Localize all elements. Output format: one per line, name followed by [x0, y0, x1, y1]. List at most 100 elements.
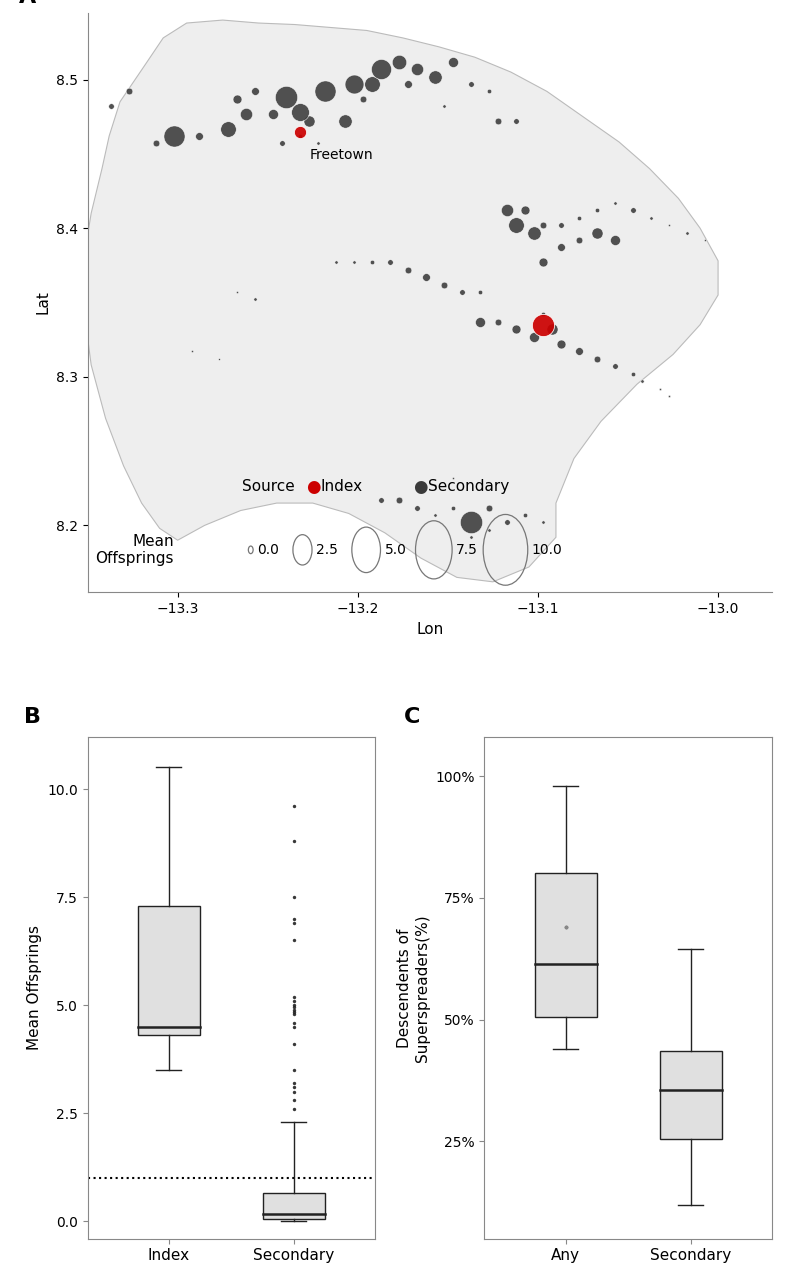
Point: [465, 527, 478, 547]
Point: [609, 192, 622, 212]
Point: [193, 126, 205, 147]
Point: [222, 119, 235, 139]
Bar: [660, 1052, 722, 1139]
Point: [663, 215, 676, 235]
Point: [609, 356, 622, 377]
Point: [447, 468, 459, 488]
Point: [537, 215, 550, 235]
Polygon shape: [84, 20, 718, 581]
Point: [287, 1060, 300, 1081]
Point: [492, 111, 505, 131]
Point: [366, 73, 379, 94]
Point: [465, 73, 478, 94]
Point: [537, 305, 550, 325]
Point: [375, 59, 388, 80]
Point: [483, 81, 496, 101]
Point: [287, 1012, 300, 1033]
Point: [429, 504, 442, 525]
Point: [279, 87, 292, 107]
Point: [560, 916, 572, 937]
Y-axis label: Mean Offsprings: Mean Offsprings: [26, 925, 41, 1050]
Bar: [534, 873, 597, 1018]
Point: [645, 207, 657, 228]
Point: [287, 1016, 300, 1036]
Text: Mean
Offsprings: Mean Offsprings: [96, 533, 174, 566]
Point: [287, 1034, 300, 1054]
Point: [287, 1004, 300, 1024]
Point: [627, 364, 640, 384]
Point: [287, 995, 300, 1015]
Point: [267, 104, 279, 124]
Text: 10.0: 10.0: [532, 542, 563, 557]
Point: [438, 96, 451, 116]
Point: [501, 512, 513, 532]
Point: [275, 133, 288, 153]
Point: [438, 274, 451, 295]
Point: [560, 916, 572, 937]
Point: [528, 326, 540, 346]
Point: [573, 230, 586, 250]
Text: 5.0: 5.0: [384, 542, 406, 557]
Y-axis label: Descendents of
Superspreaders(%): Descendents of Superspreaders(%): [397, 914, 430, 1062]
Point: [287, 1073, 300, 1093]
Text: Source: Source: [242, 479, 295, 494]
Point: [375, 490, 388, 511]
Point: [231, 282, 244, 302]
Point: [501, 200, 513, 220]
Point: [573, 207, 586, 228]
Point: [555, 334, 568, 354]
Bar: [263, 1193, 326, 1220]
Point: [699, 230, 712, 250]
Point: [546, 319, 559, 339]
Point: [330, 253, 342, 273]
Point: [248, 81, 261, 101]
Point: [294, 126, 306, 147]
Point: [319, 81, 332, 101]
Text: 0.0: 0.0: [257, 542, 279, 557]
Point: [591, 200, 603, 220]
Point: [123, 81, 135, 101]
Text: 2.5: 2.5: [316, 542, 338, 557]
Point: [287, 991, 300, 1011]
Point: [465, 512, 478, 532]
Point: [287, 1098, 300, 1119]
Point: [411, 59, 423, 80]
Point: [474, 282, 486, 302]
Point: [555, 238, 568, 258]
Point: [366, 253, 379, 273]
Point: [287, 909, 300, 929]
Point: [213, 349, 225, 369]
X-axis label: Lon: Lon: [416, 622, 443, 637]
Point: [663, 386, 676, 406]
Bar: [138, 906, 200, 1035]
Text: Index: Index: [321, 479, 363, 494]
Point: [248, 289, 261, 310]
Point: [474, 312, 486, 332]
Point: [528, 222, 540, 243]
Point: [287, 796, 300, 817]
Point: [348, 73, 361, 94]
Point: [447, 52, 459, 72]
Point: [287, 930, 300, 951]
Point: [393, 52, 406, 72]
Point: [537, 315, 550, 335]
Point: [402, 73, 415, 94]
Point: [519, 504, 532, 525]
Y-axis label: Lat: Lat: [35, 291, 50, 315]
Point: [429, 67, 442, 87]
Point: [456, 282, 469, 302]
Point: [294, 102, 306, 123]
Point: [555, 215, 568, 235]
Point: [609, 230, 622, 250]
Point: [537, 253, 550, 273]
Point: [627, 200, 640, 220]
Text: C: C: [404, 707, 420, 727]
Point: [591, 349, 603, 369]
Point: [240, 104, 252, 124]
Text: ●: ●: [413, 478, 427, 495]
Text: A: A: [19, 0, 37, 6]
Point: [510, 111, 523, 131]
Point: [402, 259, 415, 279]
Point: [231, 88, 244, 109]
Point: [312, 133, 325, 153]
